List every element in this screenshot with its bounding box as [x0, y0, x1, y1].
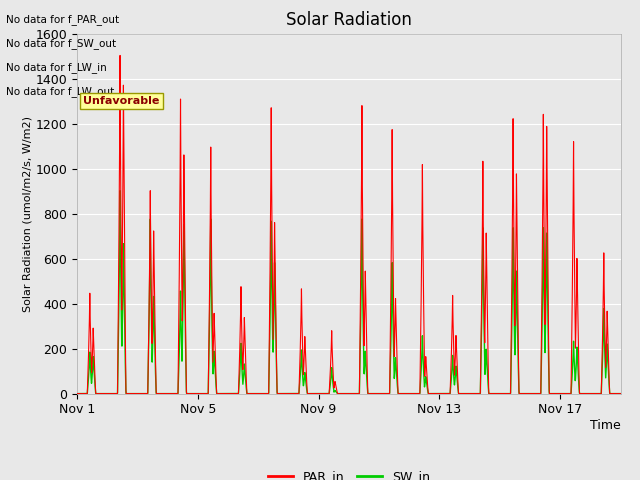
Text: No data for f_LW_out: No data for f_LW_out [6, 86, 115, 97]
Text: Unfavorable: Unfavorable [83, 96, 159, 106]
Text: No data for f_SW_out: No data for f_SW_out [6, 38, 116, 49]
X-axis label: Time: Time [590, 419, 621, 432]
Text: No data for f_LW_in: No data for f_LW_in [6, 62, 107, 73]
Text: No data for f_PAR_out: No data for f_PAR_out [6, 14, 120, 25]
Y-axis label: Solar Radiation (umol/m2/s, W/m2): Solar Radiation (umol/m2/s, W/m2) [22, 116, 33, 312]
Title: Solar Radiation: Solar Radiation [286, 11, 412, 29]
Legend: PAR_in, SW_in: PAR_in, SW_in [263, 465, 435, 480]
